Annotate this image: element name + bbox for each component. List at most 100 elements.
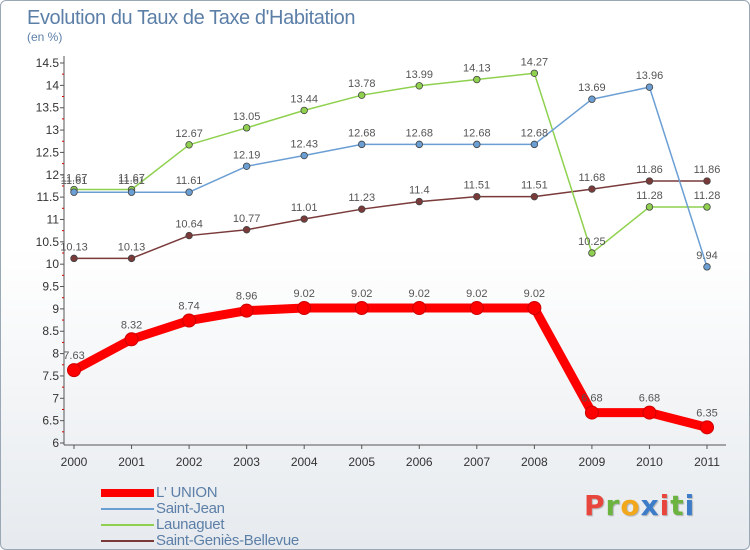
data-label: 11.28 bbox=[694, 190, 721, 202]
logo-letter: i bbox=[684, 489, 696, 522]
y-tick-label: 14.5 bbox=[36, 56, 60, 70]
data-label: 12.43 bbox=[290, 139, 318, 151]
data-point bbox=[588, 249, 596, 257]
y-tick-label: 7.5 bbox=[42, 369, 59, 383]
data-point bbox=[588, 185, 596, 193]
x-tick-label: 2006 bbox=[406, 455, 433, 469]
y-tick-label: 14 bbox=[46, 78, 60, 92]
proxiti-logo: Proxiti bbox=[584, 489, 695, 522]
data-label: 11.01 bbox=[291, 202, 318, 214]
data-point bbox=[415, 82, 423, 90]
series-line-3 bbox=[73, 180, 708, 260]
data-point bbox=[473, 140, 481, 149]
data-label: 11.51 bbox=[463, 180, 490, 192]
data-point bbox=[530, 140, 539, 149]
x-tick-label: 2005 bbox=[348, 455, 375, 469]
data-label: 12.68 bbox=[406, 127, 434, 139]
x-tick-label: 2008 bbox=[521, 455, 548, 469]
data-point bbox=[185, 188, 193, 196]
y-tick-label: 12 bbox=[46, 168, 60, 182]
legend-label: Saint-Jean bbox=[156, 500, 225, 517]
series-line-0 bbox=[69, 303, 712, 432]
data-point bbox=[70, 188, 78, 196]
data-label: 9.02 bbox=[351, 288, 372, 300]
x-tick-label: 2009 bbox=[579, 455, 606, 469]
data-label: 6.35 bbox=[696, 407, 717, 419]
y-tick-label: 10.5 bbox=[36, 235, 60, 249]
data-point bbox=[358, 205, 366, 213]
data-label: 14.27 bbox=[521, 56, 549, 68]
data-label: 6.68 bbox=[639, 393, 660, 405]
data-point bbox=[354, 300, 369, 315]
y-tick-label: 8.5 bbox=[42, 324, 59, 338]
data-label: 14.13 bbox=[463, 63, 491, 75]
y-tick-label: 9 bbox=[52, 302, 59, 316]
x-tick-label: 2002 bbox=[176, 455, 203, 469]
data-label: 9.02 bbox=[466, 288, 487, 300]
data-point bbox=[300, 106, 308, 115]
data-label: 6.68 bbox=[581, 393, 602, 405]
data-label: 10.25 bbox=[578, 236, 606, 248]
x-tick-label: 2010 bbox=[636, 455, 663, 469]
data-point bbox=[473, 192, 481, 201]
y-tick-label: 6 bbox=[52, 436, 59, 450]
data-label: 11.68 bbox=[579, 172, 606, 184]
data-point bbox=[700, 420, 714, 435]
data-point bbox=[703, 203, 711, 211]
data-label: 9.02 bbox=[293, 288, 314, 300]
data-point bbox=[415, 197, 423, 206]
data-label: 12.68 bbox=[521, 127, 549, 139]
data-label: 13.99 bbox=[406, 69, 434, 81]
data-point bbox=[588, 95, 596, 103]
chart-title: Evolution du Taux de Taxe d'Habitation bbox=[27, 7, 356, 29]
logo-letter: P bbox=[584, 489, 606, 522]
data-point bbox=[358, 91, 366, 99]
logo-letter: o bbox=[620, 489, 641, 522]
data-label: 10.13 bbox=[118, 241, 146, 253]
legend-label: Launaguet bbox=[156, 516, 225, 533]
y-tick-label: 13.5 bbox=[36, 101, 60, 115]
data-label: 11.61 bbox=[176, 175, 203, 187]
data-point bbox=[242, 162, 251, 170]
data-point bbox=[642, 405, 657, 420]
data-point bbox=[530, 69, 539, 77]
logo-letter: r bbox=[605, 489, 621, 522]
data-point bbox=[185, 141, 193, 149]
chart-subtitle: (en %) bbox=[27, 30, 63, 44]
data-label: 10.64 bbox=[175, 219, 203, 231]
data-label: 9.94 bbox=[696, 250, 717, 262]
data-point bbox=[185, 231, 193, 240]
data-point bbox=[239, 303, 254, 318]
data-point bbox=[645, 203, 654, 211]
data-label: 13.96 bbox=[636, 70, 664, 82]
data-point bbox=[242, 226, 251, 234]
x-tick-label: 2000 bbox=[61, 455, 88, 469]
data-point bbox=[473, 75, 481, 84]
data-point bbox=[300, 215, 308, 223]
data-label: 13.78 bbox=[348, 78, 376, 90]
data-label: 11.51 bbox=[521, 180, 548, 192]
y-tick-label: 11 bbox=[47, 212, 60, 226]
data-label: 11.67 bbox=[118, 173, 145, 185]
data-point bbox=[182, 313, 197, 328]
x-tick-label: 2001 bbox=[118, 455, 145, 469]
logo-letter: x bbox=[640, 489, 660, 522]
data-label: 11.86 bbox=[694, 164, 721, 176]
legend-swatch bbox=[101, 540, 154, 542]
data-label: 13.69 bbox=[578, 82, 606, 94]
data-point bbox=[127, 254, 136, 263]
data-point bbox=[645, 177, 654, 185]
data-point bbox=[70, 254, 78, 263]
data-label: 9.02 bbox=[524, 288, 545, 300]
data-point bbox=[67, 363, 81, 378]
data-label: 12.19 bbox=[233, 149, 261, 161]
data-label: 8.32 bbox=[121, 319, 142, 331]
data-point bbox=[242, 124, 251, 132]
x-tick-label: 2007 bbox=[463, 455, 490, 469]
data-label: 13.05 bbox=[233, 111, 261, 123]
data-label: 11.61 bbox=[118, 175, 145, 187]
y-tick-label: 8 bbox=[52, 347, 59, 361]
data-point bbox=[527, 300, 542, 315]
